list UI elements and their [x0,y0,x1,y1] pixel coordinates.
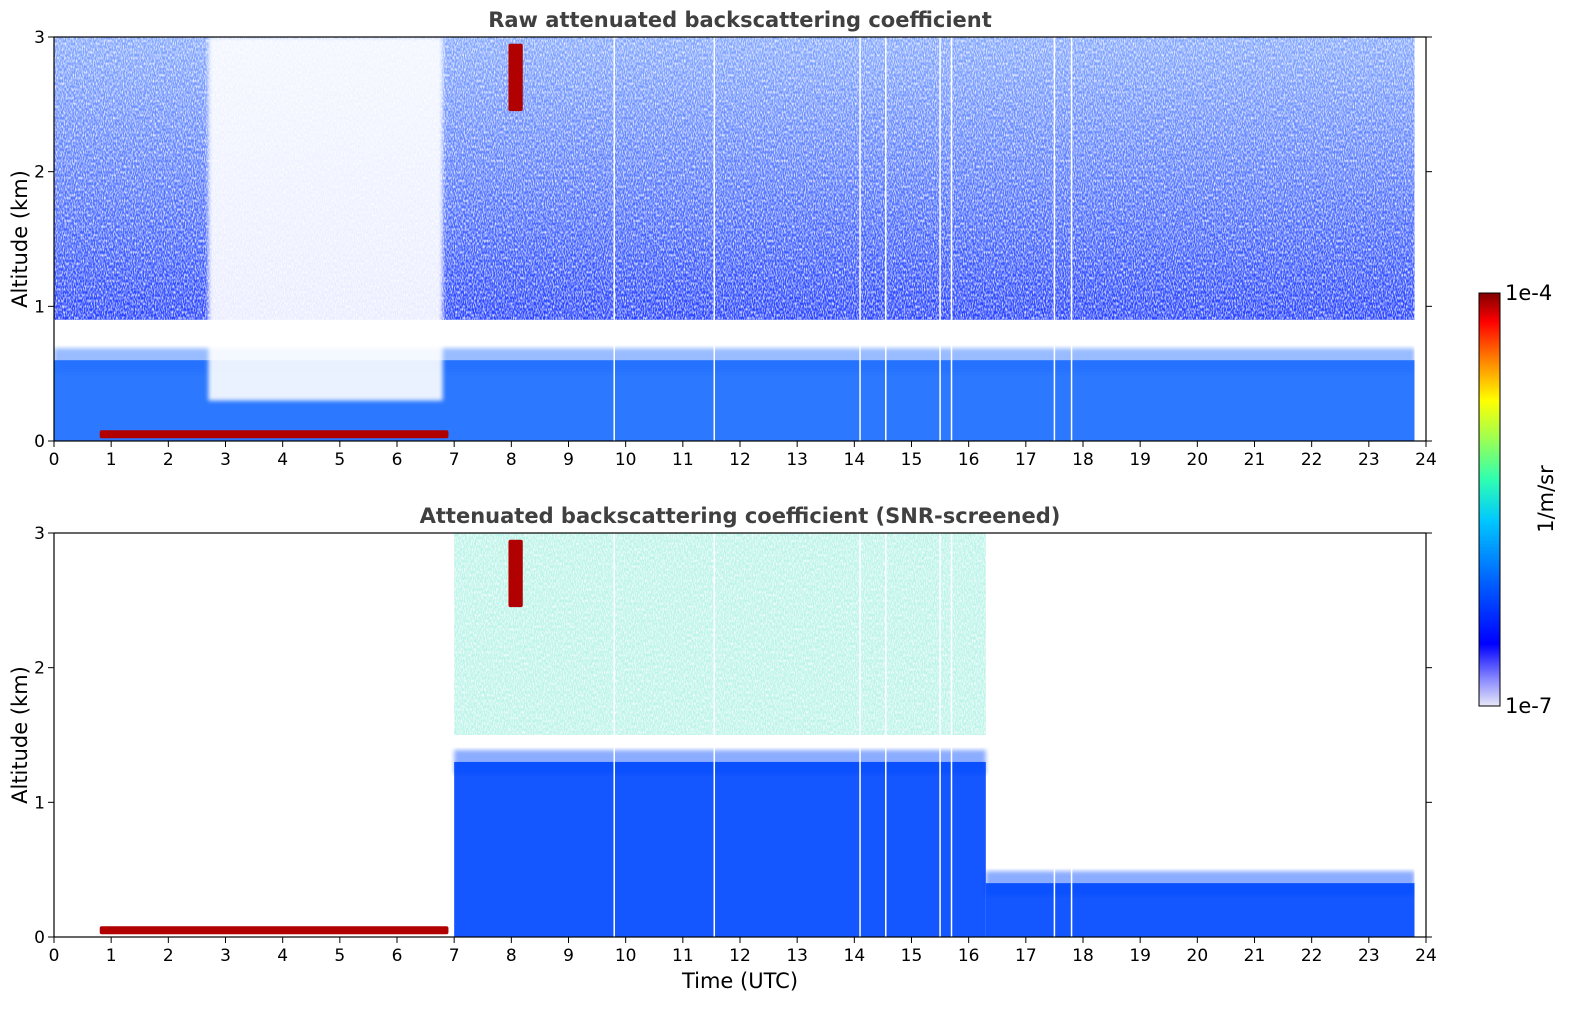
x-tick-label: 7 [449,450,460,470]
no-data-region [1414,37,1426,441]
x-tick-label: 13 [786,450,808,470]
x-tick-label: 5 [334,946,345,966]
x-tick-label: 19 [1129,450,1151,470]
x-tick-label: 14 [844,450,866,470]
x-tick-label: 20 [1187,946,1209,966]
x-tick-label: 2 [163,946,174,966]
noise-mask [454,533,986,735]
colorbar-gradient [1478,292,1501,707]
layer-top-edge [985,871,1415,896]
x-tick-label: 14 [844,946,866,966]
near-surface-strong [99,430,449,439]
x-tick-label: 22 [1301,946,1323,966]
near-surface-strong [99,926,449,935]
x-tick-label: 4 [277,946,288,966]
panel-title: Raw attenuated backscattering coefficien… [488,8,992,32]
heatmap-area [99,533,1426,937]
y-axis-label: Altitude (km) [8,666,32,804]
y-axis: 0 1 2 3 [34,524,1432,948]
x-axis: 0 1 2 3 4 5 6 7 8 9 10 11 12 13 14 15 16 17 18 19 20 21 22 23 24 [49,441,1437,470]
clear-region [208,37,443,401]
colorbar-min-label: 1e-7 [1505,694,1552,718]
x-tick-label: 24 [1415,946,1437,966]
x-axis: 0 1 2 3 4 5 6 7 8 9 10 11 12 13 14 15 16 17 18 19 20 21 22 23 24 [49,937,1437,966]
x-tick-label: 7 [449,946,460,966]
x-tick-label: 23 [1358,946,1380,966]
x-tick-label: 9 [563,450,574,470]
raw-backscatter-panel: Raw attenuated backscattering coefficien… [8,8,1437,470]
x-tick-label: 16 [958,946,980,966]
x-axis-label: Time (UTC) [681,969,798,993]
x-tick-label: 16 [958,450,980,470]
x-tick-label: 1 [106,450,117,470]
layer-top-edge [454,749,986,774]
y-tick-label: 2 [34,163,45,183]
x-tick-label: 11 [672,946,694,966]
colorbar-max-label: 1e-4 [1505,281,1552,305]
x-tick-label: 0 [49,946,60,966]
x-tick-label: 17 [1015,946,1037,966]
x-tick-label: 8 [506,946,517,966]
x-tick-label: 2 [163,450,174,470]
x-tick-label: 19 [1129,946,1151,966]
x-tick-label: 23 [1358,450,1380,470]
y-tick-label: 2 [34,659,45,679]
x-tick-label: 11 [672,450,694,470]
x-tick-label: 1 [106,946,117,966]
x-tick-label: 18 [1072,946,1094,966]
x-tick-label: 8 [506,450,517,470]
y-tick-label: 0 [34,928,45,948]
y-tick-label: 1 [34,793,45,813]
y-tick-label: 3 [34,28,45,48]
x-tick-label: 12 [729,946,751,966]
x-tick-label: 10 [615,946,637,966]
x-tick-label: 6 [392,946,403,966]
colorbar: 1e-4 1e-7 1/m/sr [1478,281,1558,718]
y-axis: 0 1 2 3 [34,28,1432,452]
x-tick-label: 3 [220,946,231,966]
backscatter-layer [454,761,986,937]
y-tick-label: 0 [34,432,45,452]
x-tick-label: 5 [334,450,345,470]
x-tick-label: 4 [277,450,288,470]
panel-title: Attenuated backscattering coefficient (S… [420,504,1061,528]
x-tick-label: 22 [1301,450,1323,470]
x-tick-label: 21 [1244,946,1266,966]
x-tick-label: 21 [1244,450,1266,470]
y-tick-label: 1 [34,297,45,317]
x-tick-label: 0 [49,450,60,470]
x-tick-label: 9 [563,946,574,966]
snr-screened-panel: Attenuated backscattering coefficient (S… [8,504,1437,993]
colorbar-unit-label: 1/m/sr [1534,465,1558,533]
x-tick-label: 13 [786,946,808,966]
no-data-region [1414,533,1426,937]
x-tick-label: 20 [1187,450,1209,470]
x-tick-label: 3 [220,450,231,470]
x-tick-label: 18 [1072,450,1094,470]
y-tick-label: 3 [34,524,45,544]
x-tick-label: 10 [615,450,637,470]
x-tick-label: 15 [901,946,923,966]
y-axis-label: Altitude (km) [8,170,32,308]
x-tick-label: 24 [1415,450,1437,470]
heatmap-area [54,37,1426,441]
x-tick-label: 12 [729,450,751,470]
cloud [508,43,523,112]
cloud [508,539,523,608]
x-tick-label: 17 [1015,450,1037,470]
x-tick-label: 15 [901,450,923,470]
x-tick-label: 6 [392,450,403,470]
